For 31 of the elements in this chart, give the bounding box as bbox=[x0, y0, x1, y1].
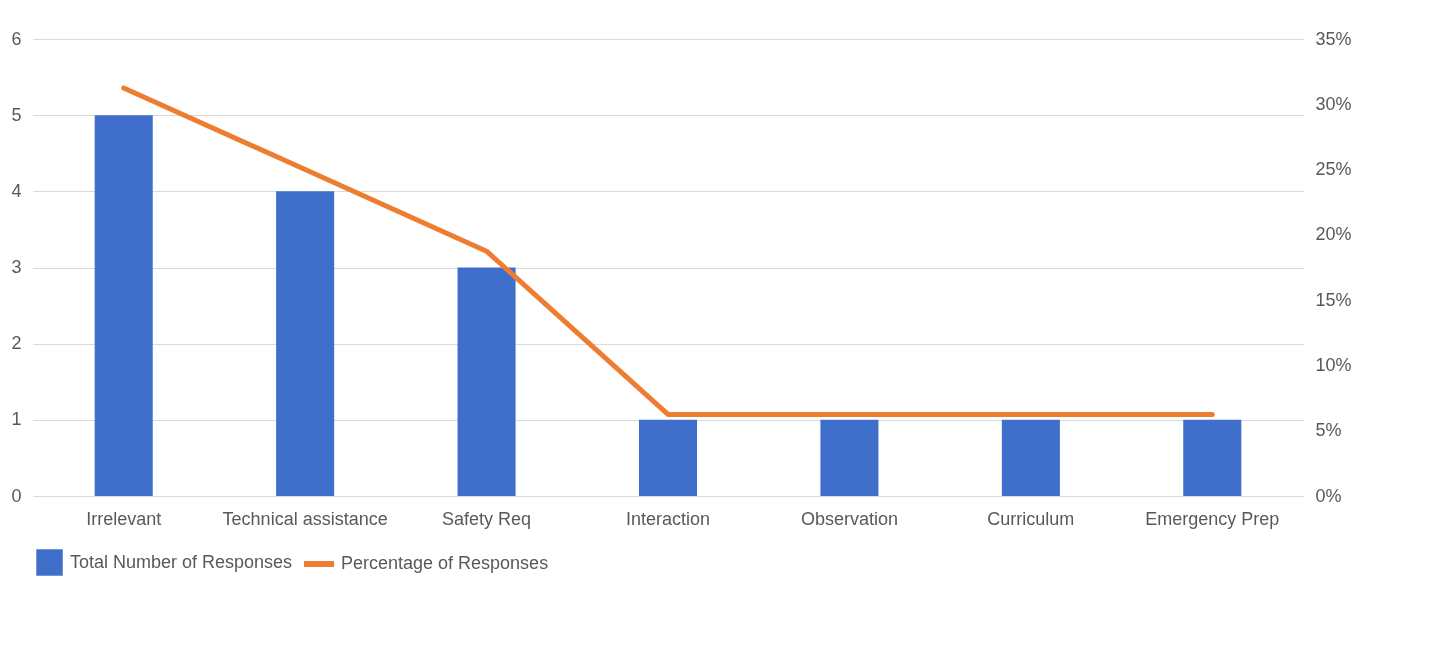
x-tick-label: Safety Req bbox=[442, 508, 532, 529]
x-tick-label: Emergency Prep bbox=[1145, 508, 1280, 529]
y-tick-label: 1 bbox=[11, 409, 22, 430]
bar bbox=[638, 419, 698, 496]
x-tick-label: Irrelevant bbox=[86, 508, 162, 529]
bar bbox=[94, 115, 153, 496]
bar bbox=[276, 191, 335, 496]
y-tick-label: 2 bbox=[11, 333, 22, 354]
bar bbox=[457, 267, 516, 496]
x-tick-label: Observation bbox=[800, 508, 898, 529]
y2-tick-label: 35% bbox=[1315, 28, 1352, 49]
y2-tick-label: 20% bbox=[1315, 224, 1352, 245]
y2-tick-label: 30% bbox=[1315, 93, 1352, 114]
y2-tick-label: 25% bbox=[1315, 159, 1352, 180]
y2-tick-label: 0% bbox=[1315, 485, 1342, 506]
bar bbox=[1001, 419, 1060, 496]
x-tick-label: Interaction bbox=[625, 508, 711, 529]
bar bbox=[1183, 419, 1242, 496]
bar bbox=[820, 419, 879, 496]
y-tick-label: 3 bbox=[11, 257, 22, 277]
y-tick-label: 6 bbox=[11, 28, 22, 49]
y-tick-label: 4 bbox=[11, 180, 22, 201]
y2-tick-label: 15% bbox=[1315, 289, 1352, 310]
y-tick-label: 5 bbox=[11, 104, 22, 125]
legend-label: Percentage of Responses bbox=[341, 553, 549, 573]
legend-label: Total Number of Responses bbox=[70, 551, 293, 572]
y-tick-label: 0 bbox=[11, 485, 22, 506]
x-tick-label: Technical assistance bbox=[222, 508, 388, 529]
y2-tick-label: 10% bbox=[1315, 354, 1352, 375]
y2-tick-label: 5% bbox=[1315, 420, 1342, 441]
x-tick-label: Curriculum bbox=[987, 508, 1075, 529]
